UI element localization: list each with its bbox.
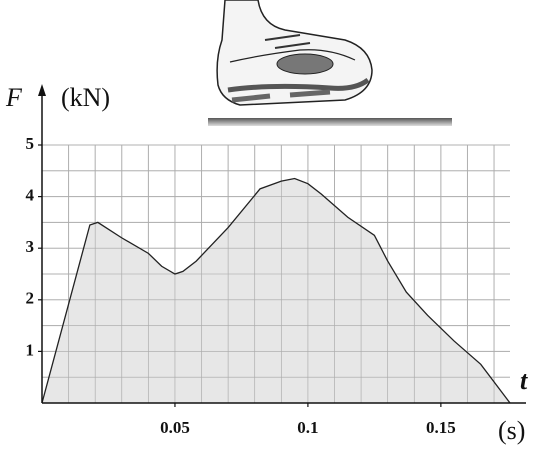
y-tick-label: 4 xyxy=(26,186,35,205)
y-tick-label: 1 xyxy=(26,340,35,359)
y-tick-label: 2 xyxy=(26,289,35,308)
y-tick-label: 3 xyxy=(26,237,35,256)
x-tick-label: 0.15 xyxy=(426,418,456,437)
chart: F (kN) t (s) 1 2 3 4 5 0.05 0.1 0.15 xyxy=(0,0,536,449)
x-axis-unit: (s) xyxy=(498,416,525,445)
shoe-illustration xyxy=(208,0,452,126)
y-axis-label: F xyxy=(5,83,23,112)
x-axis-label: t xyxy=(520,366,528,395)
area-fill xyxy=(42,179,510,403)
y-axis-unit: (kN) xyxy=(61,83,110,112)
x-tick-label: 0.1 xyxy=(297,418,318,437)
y-tick-label: 5 xyxy=(26,134,35,153)
x-tick-label: 0.05 xyxy=(160,418,190,437)
y-axis-arrow xyxy=(38,84,46,96)
